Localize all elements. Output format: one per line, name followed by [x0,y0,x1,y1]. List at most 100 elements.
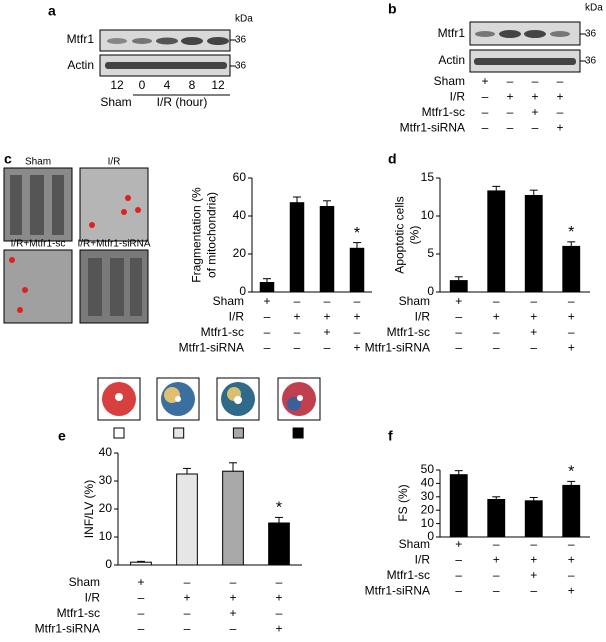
condition-mark: – [568,568,575,582]
condition-mark: – [568,325,575,339]
condition-mark: + [568,310,575,324]
condition-label: I/R [450,90,466,104]
condition-mark: – [264,341,271,355]
significance: * [276,500,282,517]
condition-label: Mtfr1-siRNA [365,584,430,598]
condition-mark: – [354,294,361,308]
row-label: Mtfr1 [438,26,466,40]
bar [487,190,506,293]
lane-label: 0 [139,78,146,92]
bar [524,194,543,293]
lane-label: 12 [211,78,225,92]
condition-mark: – [455,553,462,567]
condition-mark: – [138,591,145,605]
condition-mark: + [455,294,462,308]
y-tick-label: 40 [421,476,435,490]
condition-mark: – [455,584,462,598]
condition-mark: + [481,74,488,88]
condition-mark: + [530,325,537,339]
bar [562,245,581,293]
condition-mark: – [184,575,191,589]
y-axis-label: (%) [408,226,422,245]
panel-label: a [48,3,56,19]
significance: * [568,224,574,241]
condition-label: Mtfr1-sc [387,325,430,339]
condition-mark: + [183,591,190,605]
panel-label: c [4,151,12,167]
y-tick-label: 20 [99,501,113,515]
condition-mark: – [184,622,191,636]
condition-label: Mtfr1-siRNA [400,121,465,135]
condition-mark: – [532,74,539,88]
condition-mark: – [324,341,331,355]
condition-label: Mtfr1-siRNA [365,341,430,355]
condition-mark: + [531,90,538,104]
image-label: Sham [25,157,51,168]
bar [289,202,305,293]
condition-mark: – [482,121,489,135]
condition-mark: + [568,341,575,355]
bar [222,470,244,566]
bar [259,282,275,293]
legend-swatch [232,427,244,439]
condition-mark: – [455,325,462,339]
condition-mark: + [229,606,236,620]
y-tick-label: 0 [427,284,434,298]
group-label: I/R (hour) [157,95,208,109]
y-tick-label: 40 [233,208,247,222]
y-tick-label: 60 [233,170,247,184]
y-axis-label: INF/LV (%) [82,480,96,538]
condition-mark: – [294,341,301,355]
y-tick-label: 30 [421,489,435,503]
size-marker: 36 [235,61,247,72]
y-tick-label: 10 [421,208,435,222]
condition-mark: – [230,622,237,636]
y-tick-label: 0 [427,529,434,543]
micrographs [3,167,149,324]
y-tick-label: 0 [105,557,112,571]
condition-mark: – [354,325,361,339]
condition-mark: – [482,90,489,104]
condition-mark: + [293,310,300,324]
y-axis-label: of mitochondria) [205,192,219,278]
panel-label: e [58,428,66,444]
heart-images [97,377,321,421]
condition-mark: + [455,537,462,551]
image-label: I/R+Mtfr1-siRNA [77,239,150,250]
y-tick-label: 20 [233,246,247,260]
bar [449,280,468,293]
condition-label: I/R [229,310,245,324]
condition-mark: – [507,121,514,135]
condition-mark: – [493,537,500,551]
condition-mark: + [137,575,144,589]
y-axis-label: Apoptotic cells [393,196,407,273]
condition-label: Sham [213,294,244,308]
bands [474,30,576,65]
y-tick-label: 0 [239,284,246,298]
condition-mark: + [323,325,330,339]
condition-mark: – [530,294,537,308]
row-label: Actin [438,53,465,67]
condition-mark: + [493,310,500,324]
condition-mark: + [568,553,575,567]
condition-mark: – [530,584,537,598]
condition-label: Mtfr1-sc [387,568,430,582]
condition-mark: + [568,584,575,598]
bar [449,474,468,538]
condition-mark: – [138,606,145,620]
condition-mark: – [530,341,537,355]
condition-mark: – [294,325,301,339]
condition-mark: – [294,294,301,308]
panel-label: d [388,151,397,167]
condition-mark: + [531,105,538,119]
condition-label: Mtfr1-sc [201,325,244,339]
condition-mark: + [530,310,537,324]
row-label: Actin [67,58,94,72]
image-label: I/R [108,157,121,168]
y-axis-label: FS (%) [396,484,410,521]
condition-mark: + [506,90,513,104]
condition-mark: – [455,568,462,582]
condition-mark: + [530,568,537,582]
condition-mark: + [263,294,270,308]
condition-mark: + [556,121,563,135]
